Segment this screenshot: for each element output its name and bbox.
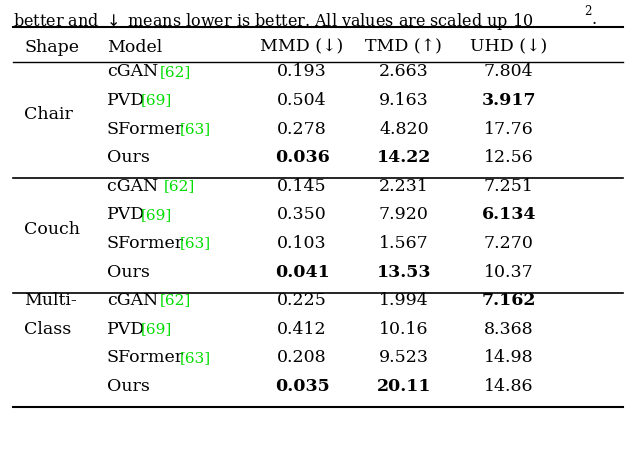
Text: 0.041: 0.041 <box>275 264 329 280</box>
Text: 1.567: 1.567 <box>379 235 429 252</box>
Text: 3.917: 3.917 <box>481 92 536 109</box>
Text: Ours: Ours <box>107 264 149 280</box>
Text: 0.412: 0.412 <box>277 321 327 338</box>
Text: 20.11: 20.11 <box>377 378 431 395</box>
Text: PVD: PVD <box>107 321 145 338</box>
Text: [63]: [63] <box>180 236 211 251</box>
Text: .: . <box>591 11 597 28</box>
Text: cGAN: cGAN <box>107 178 163 195</box>
Text: 8.368: 8.368 <box>484 321 534 338</box>
Text: 7.920: 7.920 <box>379 207 429 223</box>
Text: 2: 2 <box>584 5 591 18</box>
Text: [69]: [69] <box>141 94 172 108</box>
Text: Model: Model <box>107 39 162 56</box>
Text: cGAN: cGAN <box>107 63 158 81</box>
Text: 10.37: 10.37 <box>484 264 534 280</box>
Text: 2.663: 2.663 <box>379 63 429 81</box>
Text: 0.193: 0.193 <box>277 63 327 81</box>
Text: 1.994: 1.994 <box>379 292 429 309</box>
Text: 6.134: 6.134 <box>481 207 536 223</box>
Text: 13.53: 13.53 <box>377 264 431 280</box>
Text: [63]: [63] <box>180 122 211 136</box>
Text: 10.16: 10.16 <box>379 321 429 338</box>
Text: cGAN: cGAN <box>107 292 158 309</box>
Text: SFormer: SFormer <box>107 349 184 366</box>
Text: SFormer: SFormer <box>107 121 184 138</box>
Text: 14.22: 14.22 <box>377 149 431 166</box>
Text: 0.036: 0.036 <box>275 149 329 166</box>
Text: 7.270: 7.270 <box>484 235 534 252</box>
Text: Chair: Chair <box>24 106 73 123</box>
Text: 14.98: 14.98 <box>484 349 534 366</box>
Text: [62]: [62] <box>160 65 191 79</box>
Text: better and $\downarrow$ means lower is better. All values are scaled up 10: better and $\downarrow$ means lower is b… <box>13 11 533 32</box>
Text: 0.278: 0.278 <box>277 121 327 138</box>
Text: 2.231: 2.231 <box>379 178 429 195</box>
Text: 0.350: 0.350 <box>277 207 327 223</box>
Text: Shape: Shape <box>24 39 79 56</box>
Text: PVD: PVD <box>107 207 145 223</box>
Text: 7.804: 7.804 <box>484 63 534 81</box>
Text: 9.523: 9.523 <box>379 349 429 366</box>
Text: 9.163: 9.163 <box>379 92 429 109</box>
Text: Multi-: Multi- <box>24 292 77 309</box>
Text: Ours: Ours <box>107 378 149 395</box>
Text: 7.162: 7.162 <box>481 292 536 309</box>
Text: UHD (↓): UHD (↓) <box>470 39 548 56</box>
Text: 4.820: 4.820 <box>379 121 429 138</box>
Text: 0.504: 0.504 <box>277 92 327 109</box>
Text: [62]: [62] <box>160 293 191 308</box>
Text: Ours: Ours <box>107 149 149 166</box>
Text: 17.76: 17.76 <box>484 121 534 138</box>
Text: MMD (↓): MMD (↓) <box>261 39 343 56</box>
Text: 0.035: 0.035 <box>275 378 329 395</box>
Text: [62]: [62] <box>164 179 195 194</box>
Text: TMD (↑): TMD (↑) <box>366 39 442 56</box>
Text: Class: Class <box>24 321 71 338</box>
Text: Couch: Couch <box>24 220 80 238</box>
Text: [69]: [69] <box>141 322 172 336</box>
Text: 0.145: 0.145 <box>277 178 327 195</box>
Text: [63]: [63] <box>180 351 211 365</box>
Text: 7.251: 7.251 <box>484 178 534 195</box>
Text: 14.86: 14.86 <box>484 378 534 395</box>
Text: 12.56: 12.56 <box>484 149 534 166</box>
Text: 0.225: 0.225 <box>277 292 327 309</box>
Text: [69]: [69] <box>141 208 172 222</box>
Text: 0.208: 0.208 <box>277 349 327 366</box>
Text: 0.103: 0.103 <box>277 235 327 252</box>
Text: SFormer: SFormer <box>107 235 184 252</box>
Text: PVD: PVD <box>107 92 145 109</box>
